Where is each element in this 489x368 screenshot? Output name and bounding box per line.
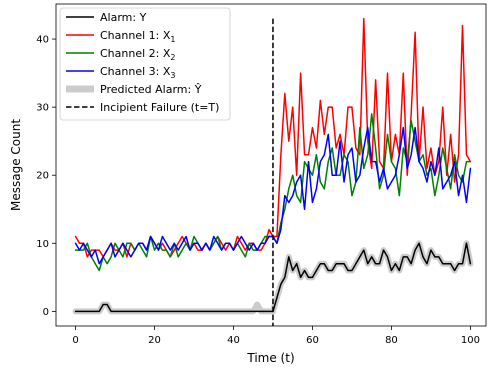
legend-box <box>59 7 231 121</box>
x-axis: 0 20 40 60 80 100 <box>72 326 480 346</box>
y-tick-label: 0 <box>43 307 49 318</box>
legend-label: Channel 2: X2 <box>100 47 176 62</box>
x-axis-label: Time (t) <box>246 351 294 365</box>
legend-label: Channel 1: X1 <box>100 29 176 44</box>
x-tick-label: 20 <box>148 335 161 346</box>
x-tick-label: 0 <box>72 335 78 346</box>
x-tick-label: 60 <box>306 335 319 346</box>
legend-label: Channel 3: X3 <box>100 65 176 80</box>
x-tick-label: 80 <box>385 335 398 346</box>
y-axis-label: Message Count <box>9 119 23 211</box>
y-tick-label: 40 <box>36 35 49 46</box>
y-tick-label: 10 <box>36 239 49 250</box>
y-tick-label: 20 <box>36 171 49 182</box>
legend-label: Predicted Alarm: Ŷ <box>100 83 202 96</box>
y-axis: 0 10 20 30 40 <box>36 35 56 318</box>
plot-lines <box>72 17 474 326</box>
legend: Alarm: Y Channel 1: X1 Channel 2: X2 Channe… <box>59 7 231 121</box>
legend-label: Incipient Failure (t=T) <box>100 101 219 114</box>
y-tick-label: 30 <box>36 103 49 114</box>
plot-frame <box>55 3 487 327</box>
x-tick-label: 100 <box>461 335 480 346</box>
x-tick-label: 40 <box>227 335 240 346</box>
legend-label: Alarm: Y <box>100 11 147 24</box>
